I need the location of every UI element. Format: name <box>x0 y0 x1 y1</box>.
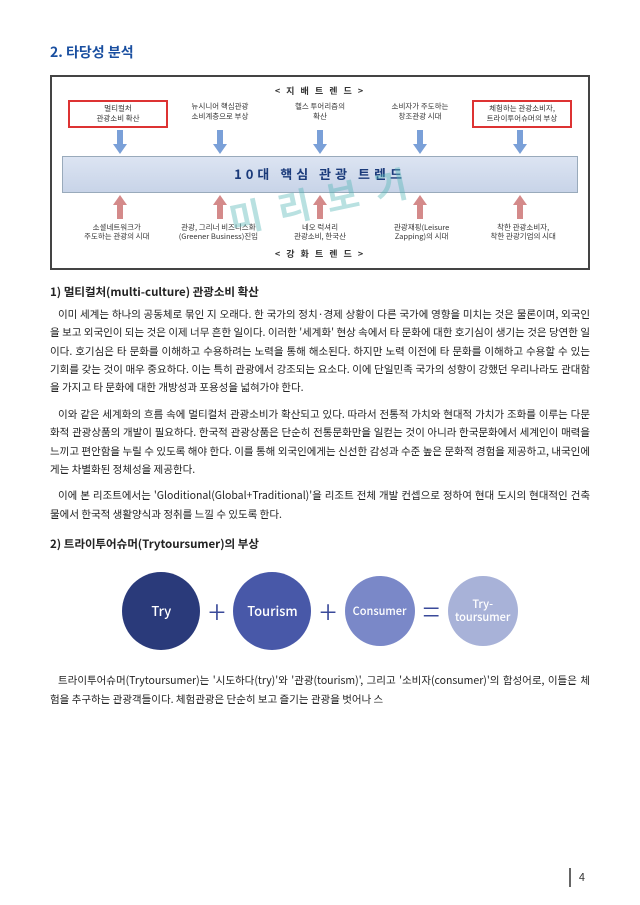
page-number: 4 <box>569 868 585 887</box>
arrow-down-icon <box>270 130 370 154</box>
trend-box: 소셜네트워크가주도하는 관광의 시대 <box>68 221 166 245</box>
equation-circle: Try <box>122 572 200 650</box>
equation-circle: Consumer <box>345 576 415 646</box>
trend-box: 관광재핑(LeisureZapping)의 시대 <box>373 221 471 245</box>
arrow-down-icon <box>370 130 470 154</box>
arrow-up-icon <box>170 195 270 219</box>
section-number: 2. <box>50 42 63 62</box>
center-bar: 10대 핵심 관광 트렌드 <box>62 156 578 193</box>
trend-box: 네오 럭셔리관광소비, 한국산 <box>271 221 369 245</box>
trend-box: 멀티컬처관광소비 확산 <box>68 100 168 128</box>
equation-circle: Tourism <box>233 572 311 650</box>
subheading-2: 2) 트라이투어슈머(Trytoursumer)의 부상 <box>50 534 590 554</box>
top-trend-row: 멀티컬처관광소비 확산뉴시니어 핵심관광소비계층으로 부상헬스 투어리즘의확산소… <box>62 98 578 130</box>
section-title: 2. 타당성 분석 <box>50 40 590 65</box>
equation-circle: Try-toursumer <box>448 576 518 646</box>
section-title-text: 타당성 분석 <box>66 42 134 62</box>
paragraph-2-1: 트라이투어슈머(Trytoursumer)는 '시도하다(try)'와 '관광(… <box>50 672 590 709</box>
arrow-down-icon <box>70 130 170 154</box>
subheading-1: 1) 멀티컬처(multi-culture) 관광소비 확산 <box>50 282 590 302</box>
trend-box: 착한 관광소비자,착한 관광기업의 시대 <box>474 221 572 245</box>
arrow-up-icon <box>70 195 170 219</box>
arrow-up-icon <box>370 195 470 219</box>
arrow-down-row <box>62 130 578 154</box>
paragraph-1-3: 이에 본 리조트에서는 'Gloditional(Global+Traditio… <box>50 487 590 524</box>
arrow-down-icon <box>470 130 570 154</box>
arrow-down-icon <box>170 130 270 154</box>
trend-box: 체험하는 관광소비자,트라이투어슈머의 부상 <box>472 100 572 128</box>
trend-box: 소비자가 주도하는창조관광 시대 <box>372 100 468 128</box>
trend-box: 관광, 그리너 비즈니스화(Greener Business)진입 <box>170 221 268 245</box>
equation-circles: Try+Tourism+Consumer=Try-toursumer <box>50 572 590 650</box>
trend-box: 뉴시니어 핵심관광소비계층으로 부상 <box>172 100 268 128</box>
diagram-top-label: < 지 배 트 렌 드 > <box>62 83 578 99</box>
trend-box: 헬스 투어리즘의확산 <box>272 100 368 128</box>
paragraph-1-2: 이와 같은 세계화의 흐름 속에 멀티컬처 관광소비가 확산되고 있다. 따라서… <box>50 406 590 480</box>
arrow-up-row <box>62 195 578 219</box>
diagram-bottom-label: < 강 화 트 렌 드 > <box>62 246 578 262</box>
trend-diagram: < 지 배 트 렌 드 > 멀티컬처관광소비 확산뉴시니어 핵심관광소비계층으로… <box>50 75 590 270</box>
arrow-up-icon <box>470 195 570 219</box>
operator-icon: + <box>319 583 336 639</box>
paragraph-1-1: 이미 세계는 하나의 공동체로 묶인 지 오래다. 한 국가의 정치·경제 상황… <box>50 306 590 398</box>
arrow-up-icon <box>270 195 370 219</box>
operator-icon: + <box>208 583 225 639</box>
operator-icon: = <box>423 583 440 639</box>
bottom-trend-row: 소셜네트워크가주도하는 관광의 시대관광, 그리너 비즈니스화(Greener … <box>62 219 578 247</box>
